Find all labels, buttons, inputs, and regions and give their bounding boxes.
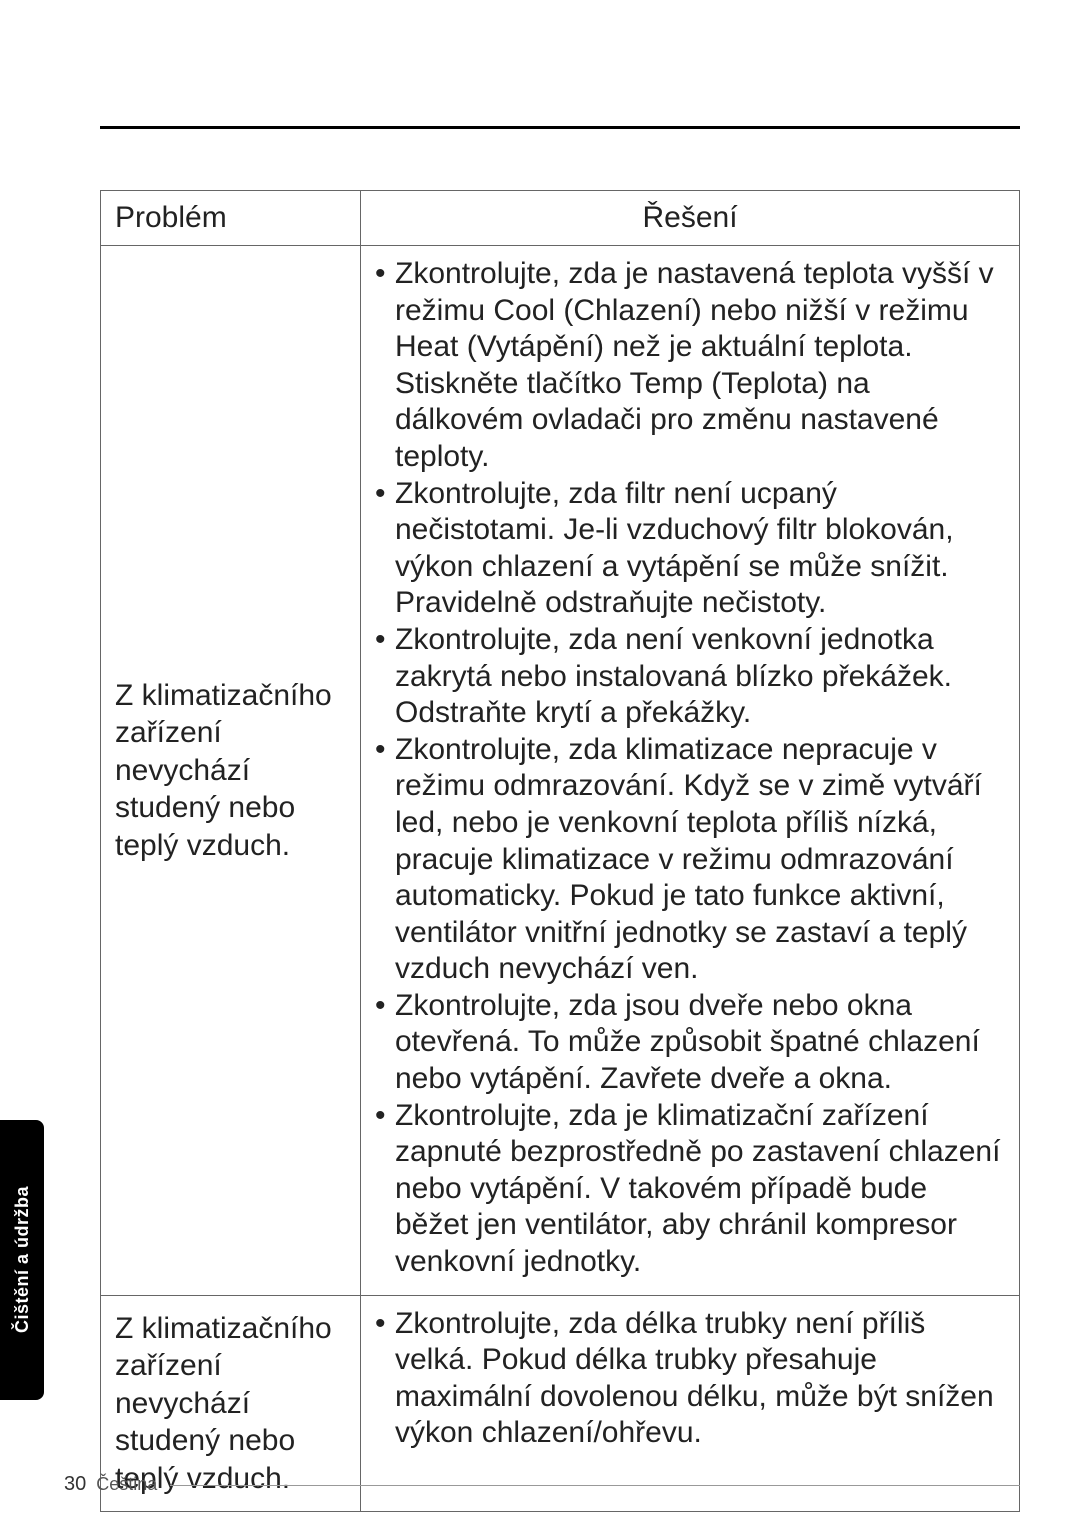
solution-cell: Zkontrolujte, zda je nastavená teplota v… — [361, 246, 1020, 1296]
solution-cell: Zkontrolujte, zda délka trubky není příl… — [361, 1295, 1020, 1512]
page-number: 30 — [64, 1473, 86, 1496]
solution-list: Zkontrolujte, zda je nastavená teplota v… — [367, 256, 1001, 1281]
solution-list: Zkontrolujte, zda délka trubky není příl… — [367, 1306, 1001, 1452]
solution-item: Zkontrolujte, zda je klimatizační zaříze… — [395, 1098, 1001, 1281]
header-solution: Řešení — [361, 191, 1020, 246]
solution-item: Zkontrolujte, zda jsou dveře nebo okna o… — [395, 988, 1001, 1098]
footer-line — [170, 1485, 1020, 1486]
troubleshooting-table: Problém Řešení Z klimatizačního zařízení… — [100, 190, 1020, 1512]
side-tab-label: Čištění a údržba — [12, 1186, 33, 1333]
header-problem: Problém — [101, 191, 361, 246]
solution-item: Zkontrolujte, zda klimatizace nepracuje … — [395, 732, 1001, 988]
table-row: Z klimatizačního zařízení nevychází stud… — [101, 246, 1020, 1296]
content-area: Problém Řešení Z klimatizačního zařízení… — [100, 190, 1020, 1512]
problem-cell: Z klimatizačního zařízení nevychází stud… — [101, 246, 361, 1296]
page-language: Čeština — [96, 1474, 157, 1495]
page-footer: 30 Čeština — [64, 1473, 157, 1496]
table-header-row: Problém Řešení — [101, 191, 1020, 246]
table-row: Z klimatizačního zařízení nevychází stud… — [101, 1295, 1020, 1512]
solution-item: Zkontrolujte, zda není venkovní jednotka… — [395, 622, 1001, 732]
solution-item: Zkontrolujte, zda filtr není ucpaný neči… — [395, 476, 1001, 622]
side-tab: Čištění a údržba — [0, 1120, 44, 1400]
solution-item: Zkontrolujte, zda je nastavená teplota v… — [395, 256, 1001, 476]
section-divider — [100, 126, 1020, 129]
solution-item: Zkontrolujte, zda délka trubky není příl… — [395, 1306, 1001, 1452]
